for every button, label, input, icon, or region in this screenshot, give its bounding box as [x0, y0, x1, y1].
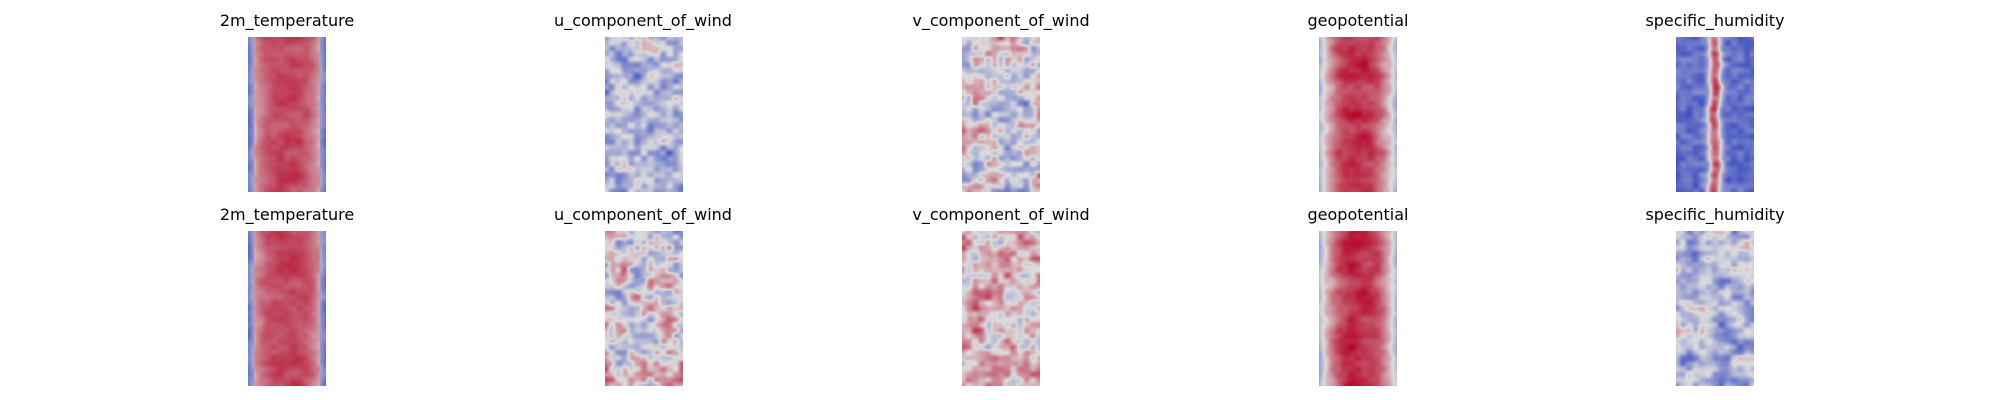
heatmap-r1-c4	[1319, 37, 1397, 192]
panel-title-r1-c3: v_component_of_wind	[912, 11, 1090, 30]
heatmap-r2-c1	[248, 231, 326, 386]
panel-title-r2-c5: specific_humidity	[1645, 205, 1785, 224]
panel-title-r2-c3: v_component_of_wind	[912, 205, 1090, 224]
panel-title-r1-c5: specific_humidity	[1645, 11, 1785, 30]
heatmap-r1-c1	[248, 37, 326, 192]
panel-title-r2-c4: geopotential	[1307, 205, 1409, 224]
panel-title-r1-c1: 2m_temperature	[219, 11, 355, 30]
heatmap-r2-c4	[1319, 231, 1397, 386]
heatmap-r2-c5	[1676, 231, 1754, 386]
panel-title-r1-c2: u_component_of_wind	[554, 11, 732, 30]
panel-title-r2-c1: 2m_temperature	[219, 205, 355, 224]
heatmap-r2-c3	[962, 231, 1040, 386]
panel-title-r2-c2: u_component_of_wind	[554, 205, 732, 224]
heatmap-r1-c3	[962, 37, 1040, 192]
heatmap-r1-c5	[1676, 37, 1754, 192]
heatmap-r2-c2	[605, 231, 683, 386]
heatmap-r1-c2	[605, 37, 683, 192]
panel-title-r1-c4: geopotential	[1307, 11, 1409, 30]
